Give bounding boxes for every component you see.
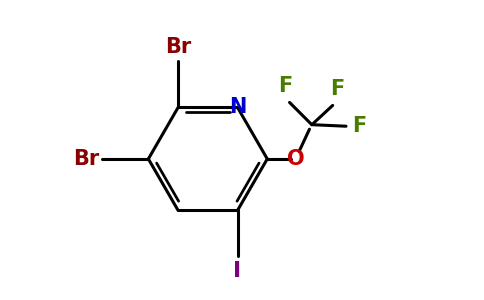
Text: F: F: [352, 116, 366, 136]
Text: F: F: [330, 79, 344, 99]
Text: F: F: [278, 76, 292, 96]
Text: O: O: [287, 149, 304, 169]
Text: Br: Br: [73, 149, 99, 169]
Text: Br: Br: [165, 37, 191, 57]
Text: I: I: [233, 261, 242, 281]
Text: N: N: [229, 98, 246, 117]
